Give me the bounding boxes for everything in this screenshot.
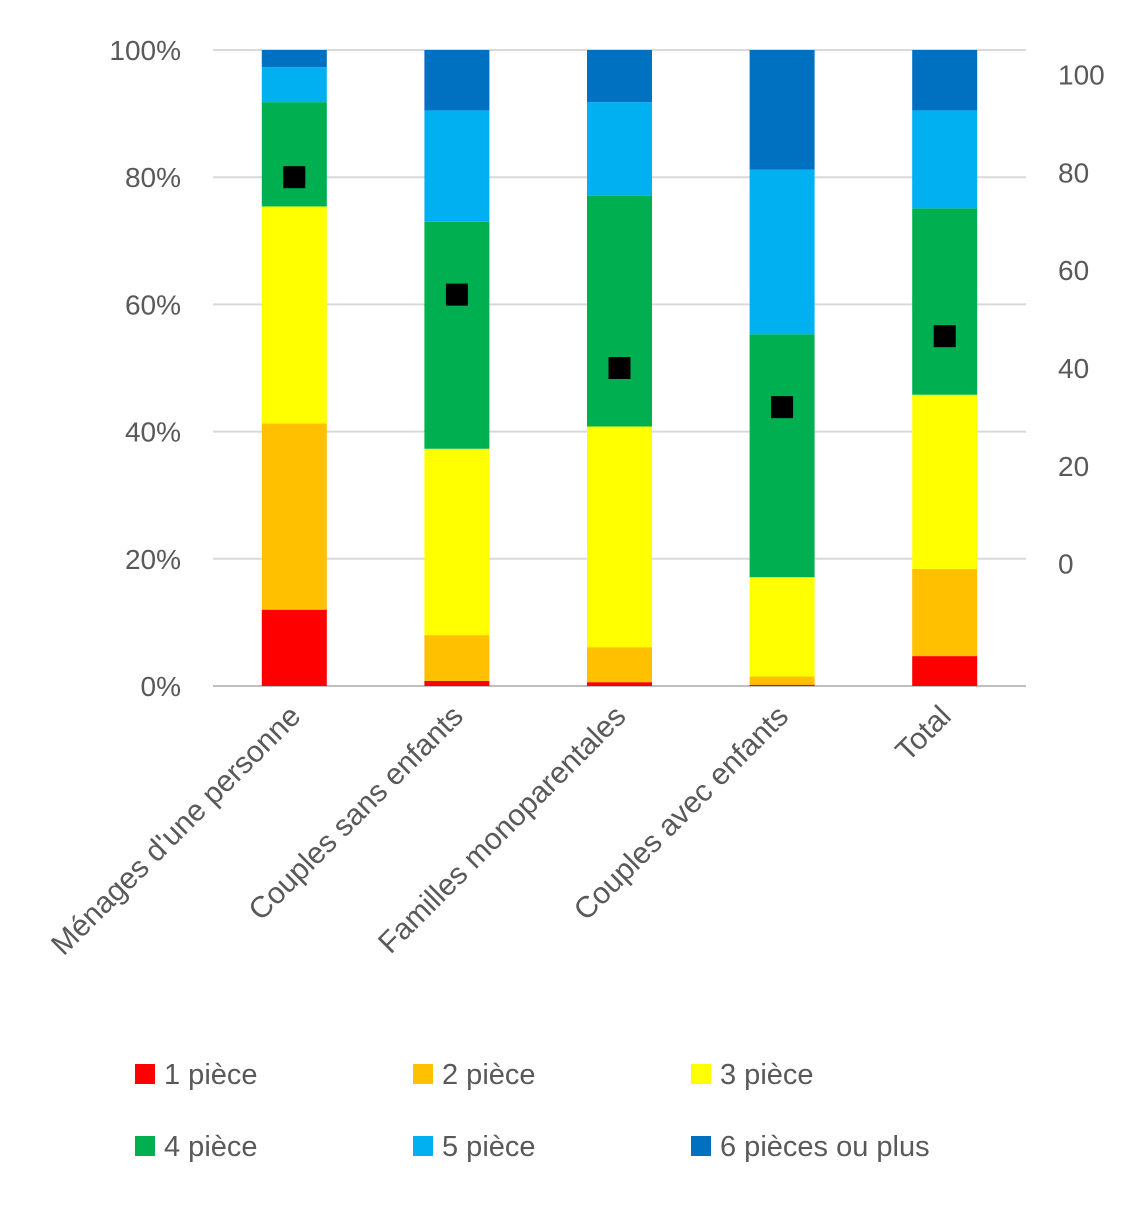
left-tick-label: 40% <box>125 417 181 448</box>
bar-segment <box>912 656 978 686</box>
bars <box>261 50 978 686</box>
bar-segment <box>261 206 327 424</box>
left-tick-label: 20% <box>125 544 181 575</box>
legend-swatch <box>691 1064 711 1084</box>
bar-segment <box>749 684 815 686</box>
legend-label: 2 pièce <box>442 1059 536 1091</box>
left-tick-label: 80% <box>125 162 181 193</box>
legend: 1 pièce 2 pièce 3 pièce 4 pièce 5 pièce 6 piè… <box>135 1059 930 1163</box>
bar-segment <box>587 426 652 648</box>
bar-segment <box>424 680 490 686</box>
bar-segment <box>749 169 815 335</box>
bar-segment <box>261 50 327 68</box>
bar-segment <box>261 67 327 103</box>
legend-swatch <box>135 1136 155 1156</box>
bar-segment <box>912 394 978 569</box>
legend-label: 3 pièce <box>720 1059 814 1091</box>
marker-point <box>933 325 956 348</box>
legend-swatch <box>413 1136 433 1156</box>
right-axis: 0 20 40 60 80 100 <box>1058 59 1105 579</box>
bar-segment <box>587 647 652 683</box>
legend-swatch <box>135 1064 155 1084</box>
bar-segment <box>912 110 978 209</box>
marker-point <box>608 357 631 379</box>
bar-segment <box>261 102 327 207</box>
bar-segment <box>912 208 978 395</box>
left-axis: 0% 20% 40% 60% 80% 100% <box>109 35 181 702</box>
right-tick-label: 0 <box>1058 549 1074 580</box>
bar-segment <box>424 635 490 681</box>
bar-segment <box>261 423 327 610</box>
legend-swatch <box>413 1064 433 1084</box>
legend-label: 1 pièce <box>164 1059 258 1091</box>
bar-segment <box>749 334 815 578</box>
left-tick-label: 100% <box>109 35 181 66</box>
bar-segment <box>587 50 652 103</box>
legend-swatch <box>691 1136 711 1156</box>
left-tick-label: 60% <box>125 289 181 320</box>
bar-segment <box>587 195 652 427</box>
legend-label: 6 pièces ou plus <box>720 1131 930 1163</box>
bar-segment <box>912 50 978 111</box>
bar-segment <box>912 568 978 657</box>
bar-segment <box>424 448 490 636</box>
bar-segment <box>749 676 815 685</box>
marker-point <box>283 166 306 189</box>
left-tick-label: 0% <box>141 671 181 702</box>
right-tick-label: 100 <box>1058 59 1105 90</box>
category-label: Total <box>890 700 958 768</box>
legend-label: 5 pièce <box>442 1131 536 1163</box>
right-tick-label: 20 <box>1058 451 1089 482</box>
bar-segment <box>587 102 652 196</box>
bar-segment <box>749 577 815 677</box>
bar-segment <box>424 110 490 222</box>
bar-segment <box>261 609 327 686</box>
bar-segment <box>424 221 490 449</box>
right-tick-label: 80 <box>1058 157 1089 188</box>
bar-segment <box>587 682 652 686</box>
right-tick-label: 60 <box>1058 255 1089 286</box>
marker-point <box>445 283 468 306</box>
marker-point <box>771 396 794 419</box>
legend-label: 4 pièce <box>164 1131 258 1163</box>
bar-segment <box>749 50 815 170</box>
bar-segment <box>424 50 490 111</box>
secondary-markers <box>283 166 956 419</box>
right-tick-label: 40 <box>1058 353 1089 384</box>
